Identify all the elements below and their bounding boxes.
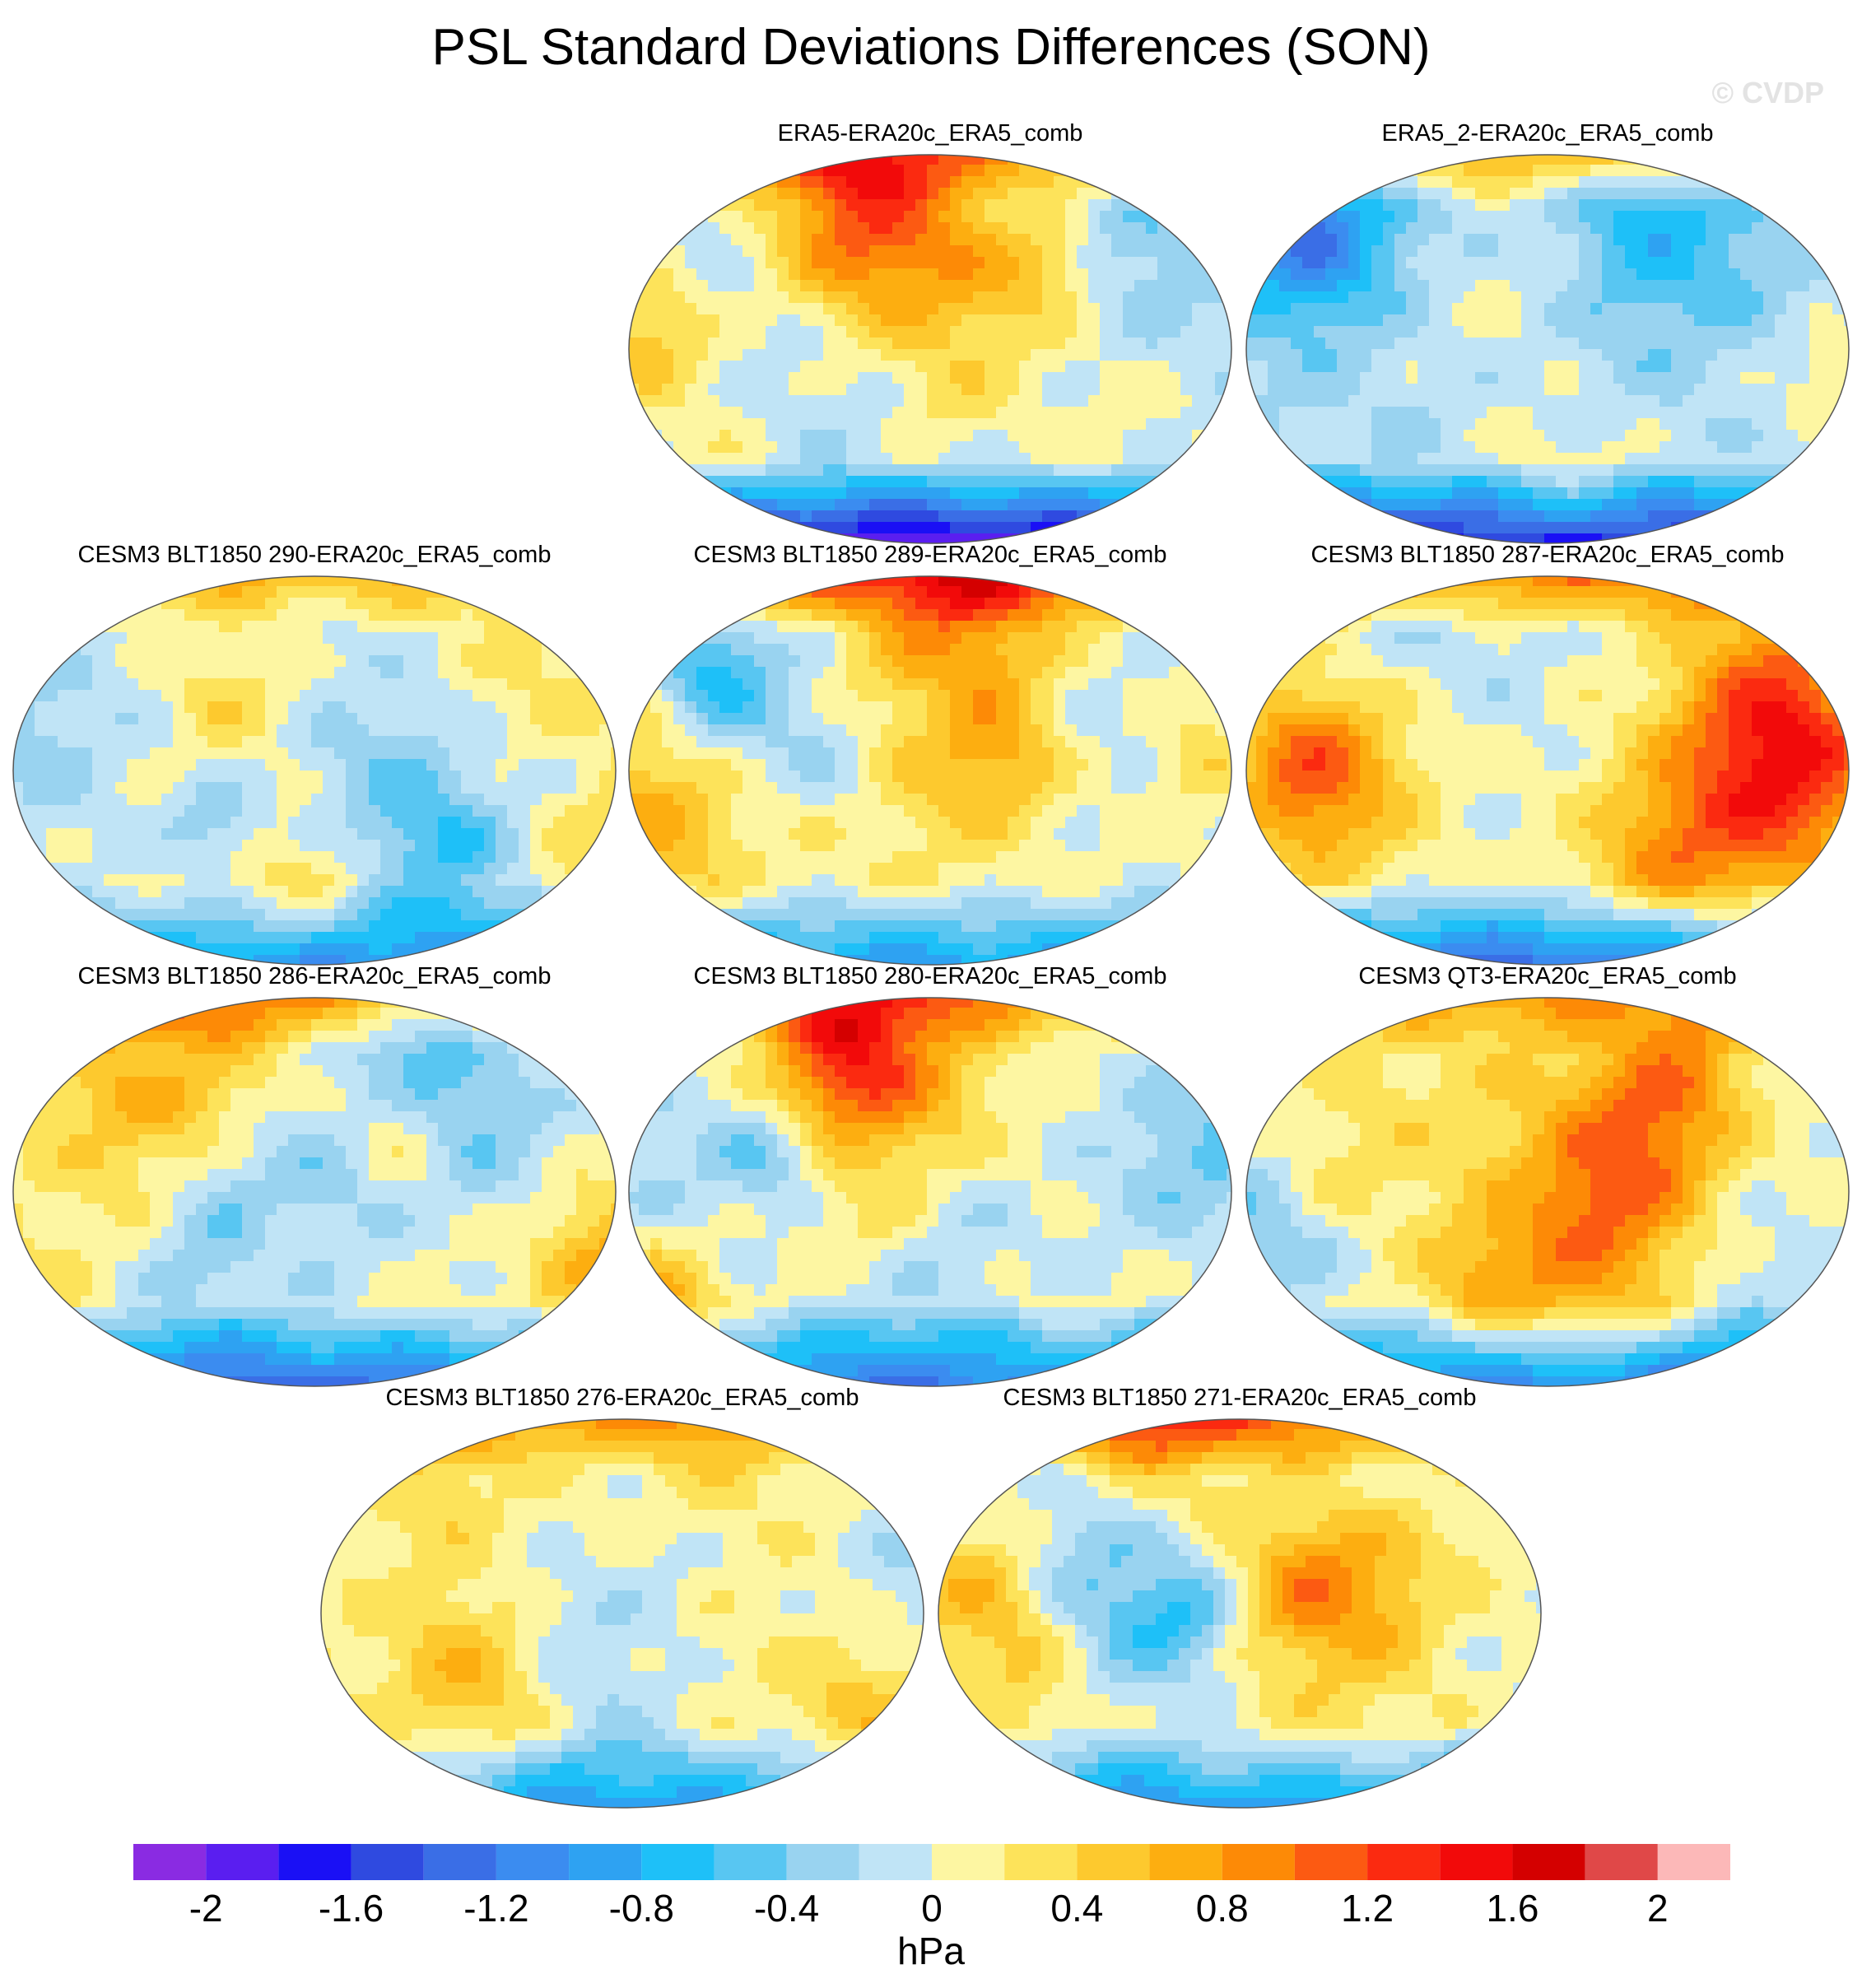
robinson-map — [628, 575, 1232, 966]
colorbar — [133, 1844, 1730, 1880]
panel-blt1850-287: CESM3 BLT1850 287-ERA20c_ERA5_comb — [1245, 538, 1850, 966]
robinson-map — [320, 1418, 924, 1809]
colorbar-swatch — [714, 1844, 787, 1880]
panel-title: CESM3 BLT1850 290-ERA20c_ERA5_comb — [77, 542, 552, 568]
colorbar-swatch — [1004, 1844, 1078, 1880]
contour-field — [629, 155, 1231, 543]
colorbar-swatch — [786, 1844, 859, 1880]
colorbar-swatch — [569, 1844, 642, 1880]
robinson-map — [1245, 575, 1850, 966]
colorbar-tick-labels: -2 -1.6 -1.2 -0.8 -0.4 0 0.4 0.8 1.2 1.6 2 — [0, 1885, 1862, 1934]
contour-field — [1246, 155, 1849, 543]
contour-field — [1246, 576, 1849, 965]
panel-title: CESM3 BLT1850 280-ERA20c_ERA5_comb — [693, 963, 1167, 989]
panel-title: CESM3 BLT1850 286-ERA20c_ERA5_comb — [77, 963, 552, 989]
map-outline — [1245, 997, 1850, 1387]
panel-blt1850-276: CESM3 BLT1850 276-ERA20c_ERA5_comb — [319, 1381, 925, 1809]
panel-blt1850-289: CESM3 BLT1850 289-ERA20c_ERA5_comb — [627, 538, 1233, 966]
map-outline — [938, 1418, 1542, 1809]
contour-field — [629, 998, 1231, 1386]
contour-field — [13, 576, 616, 965]
colorbar-swatch — [1294, 1844, 1368, 1880]
panel-title: ERA5_2-ERA20c_ERA5_comb — [1381, 120, 1714, 147]
colorbar-tick-label: -1.6 — [318, 1887, 384, 1930]
colorbar-swatch — [278, 1844, 351, 1880]
contour-field — [1246, 998, 1849, 1386]
colorbar-swatch — [423, 1844, 496, 1880]
cvdp-watermark: © CVDP — [1711, 76, 1824, 109]
colorbar-swatch — [1077, 1844, 1150, 1880]
panel-blt1850-286: CESM3 BLT1850 286-ERA20c_ERA5_comb — [12, 960, 617, 1388]
map-outline — [628, 997, 1232, 1387]
colorbar-tick-label: -0.8 — [608, 1887, 674, 1930]
colorbar-swatch — [641, 1844, 715, 1880]
colorbar-tick-label: 0.8 — [1195, 1887, 1249, 1930]
colorbar-tick-label: 1.6 — [1486, 1887, 1539, 1930]
panel-blt1850-271: CESM3 BLT1850 271-ERA20c_ERA5_comb — [937, 1381, 1543, 1809]
colorbar-tick-label: -2 — [189, 1887, 223, 1930]
contour-field — [629, 576, 1231, 965]
robinson-map — [1245, 154, 1850, 544]
contour-field — [938, 1419, 1541, 1808]
colorbar-swatch — [1149, 1844, 1222, 1880]
panel-qt3: CESM3 QT3-ERA20c_ERA5_comb — [1245, 960, 1850, 1388]
map-outline — [1245, 154, 1850, 544]
panel-title: CESM3 BLT1850 271-ERA20c_ERA5_comb — [1003, 1385, 1477, 1411]
panel-title: CESM3 QT3-ERA20c_ERA5_comb — [1358, 963, 1737, 989]
colorbar-swatch — [1657, 1844, 1730, 1880]
map-outline — [12, 997, 617, 1387]
robinson-map — [12, 997, 617, 1387]
colorbar-swatch — [932, 1844, 1005, 1880]
panel-blt1850-290: CESM3 BLT1850 290-ERA20c_ERA5_comb — [12, 538, 617, 966]
colorbar-tick-label: -0.4 — [753, 1887, 820, 1930]
colorbar-tick-label: 2 — [1647, 1887, 1669, 1930]
map-outline — [320, 1418, 924, 1809]
colorbar-swatch — [859, 1844, 932, 1880]
map-outline — [12, 575, 617, 966]
panel-title: CESM3 BLT1850 276-ERA20c_ERA5_comb — [385, 1385, 859, 1411]
colorbar-swatch — [133, 1844, 207, 1880]
colorbar-swatch — [1367, 1844, 1441, 1880]
colorbar-tick-label: 1.2 — [1341, 1887, 1394, 1930]
panel-era5: ERA5-ERA20c_ERA5_comb — [627, 117, 1233, 545]
robinson-map — [12, 575, 617, 966]
panel-era5-2: ERA5_2-ERA20c_ERA5_comb — [1245, 117, 1850, 545]
panel-title: CESM3 BLT1850 287-ERA20c_ERA5_comb — [1310, 542, 1785, 568]
colorbar-swatch — [1222, 1844, 1295, 1880]
colorbar-swatch — [1440, 1844, 1513, 1880]
colorbar-swatch — [206, 1844, 279, 1880]
colorbar-units: hPa — [897, 1930, 965, 1972]
map-outline — [628, 575, 1232, 966]
colorbar-swatch — [1512, 1844, 1585, 1880]
colorbar-tick-label: 0.4 — [1050, 1887, 1104, 1930]
robinson-map — [938, 1418, 1542, 1809]
figure-title: PSL Standard Deviations Differences (SON… — [431, 19, 1431, 76]
map-outline — [1245, 575, 1850, 966]
colorbar-tick-label: 0 — [921, 1887, 943, 1930]
map-outline — [628, 154, 1232, 544]
contour-field — [321, 1419, 924, 1808]
panel-title: CESM3 BLT1850 289-ERA20c_ERA5_comb — [693, 542, 1167, 568]
colorbar-swatch — [496, 1844, 570, 1880]
colorbar-swatch — [351, 1844, 424, 1880]
contour-field — [13, 998, 616, 1386]
panel-blt1850-280: CESM3 BLT1850 280-ERA20c_ERA5_comb — [627, 960, 1233, 1388]
robinson-map — [628, 997, 1232, 1387]
colorbar-swatch — [1585, 1844, 1658, 1880]
panel-title: ERA5-ERA20c_ERA5_comb — [777, 120, 1083, 147]
robinson-map — [628, 154, 1232, 544]
colorbar-tick-label: -1.2 — [463, 1887, 529, 1930]
robinson-map — [1245, 997, 1850, 1387]
